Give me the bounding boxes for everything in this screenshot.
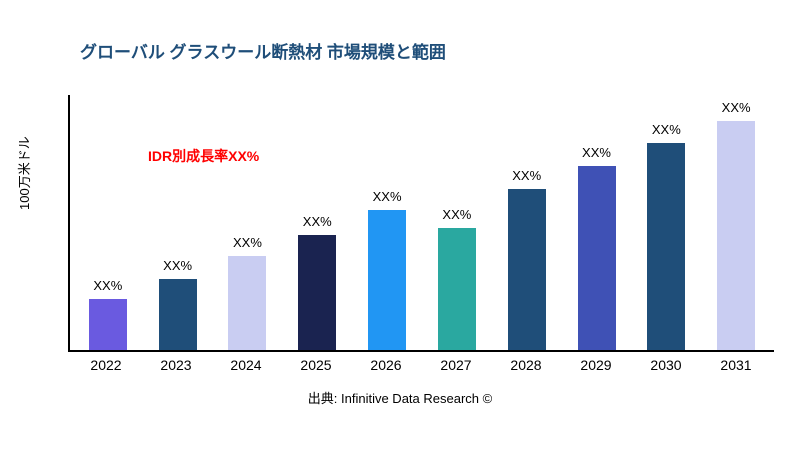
bar-value-label: XX% (302, 214, 332, 230)
bar-value-label: XX% (582, 145, 611, 161)
bar-value-label: XX% (93, 278, 123, 293)
bar-2022 (88, 299, 127, 350)
bar-2030 (647, 143, 686, 350)
bar-column-2023: XX% (146, 95, 210, 350)
bar-2026 (368, 209, 407, 350)
bar-2023 (158, 278, 197, 350)
x-tick-2023: 2023 (160, 357, 192, 373)
bar-2025 (298, 235, 337, 350)
x-tick-2031: 2031 (720, 357, 752, 373)
x-tick-2028: 2028 (510, 357, 542, 373)
x-tick-2025: 2025 (300, 357, 332, 373)
x-tick-2030: 2030 (650, 357, 682, 373)
growth-rate-annotation: IDR別成長率XX% (148, 148, 260, 164)
bar-column-2030: XX% (634, 95, 698, 350)
x-tick-2029: 2029 (580, 357, 612, 373)
x-tick-2026: 2026 (370, 357, 402, 373)
bar-chart: XX% XX% XX% XX% XX% XX% XX% XX% XX% XX% 2022 2023 2… (68, 95, 774, 395)
bar-column-2024: XX% (215, 95, 279, 350)
bar-2029 (577, 166, 616, 350)
bar-value-label: XX% (372, 188, 402, 204)
plot-area: XX% XX% XX% XX% XX% XX% XX% XX% XX% XX% (68, 95, 774, 352)
x-tick-2022: 2022 (90, 357, 122, 373)
x-axis-labels: 2022 2023 2024 2025 2026 2027 2028 2029 2030 2031 (68, 357, 774, 373)
bar-column-2026: XX% (355, 95, 419, 350)
bar-2028 (507, 189, 546, 350)
bar-2031 (717, 120, 756, 350)
bar-column-2027: XX% (425, 95, 489, 350)
x-tick-2024: 2024 (230, 357, 262, 373)
bar-column-2022: XX% (76, 95, 140, 350)
source-attribution: 出典: Infinitive Data Research © (307, 391, 493, 406)
bar-column-2028: XX% (495, 95, 559, 350)
bar-value-label: XX% (512, 168, 542, 184)
bar-value-label: XX% (442, 206, 472, 222)
bar-2027 (437, 227, 476, 350)
bar-value-label: XX% (163, 257, 193, 273)
bar-value-label: XX% (721, 99, 751, 115)
bar-column-2025: XX% (285, 95, 349, 350)
y-axis-label: 100万米ドル (17, 136, 32, 210)
bar-column-2031: XX% (704, 95, 768, 350)
bar-column-2029: XX% (565, 95, 629, 350)
bar-value-label: XX% (232, 234, 262, 250)
chart-title: グローバル グラスウール断熱材 市場規模と範囲 (80, 43, 446, 62)
bar-value-label: XX% (651, 122, 681, 138)
x-tick-2027: 2027 (440, 357, 472, 373)
bar-2024 (228, 255, 267, 350)
